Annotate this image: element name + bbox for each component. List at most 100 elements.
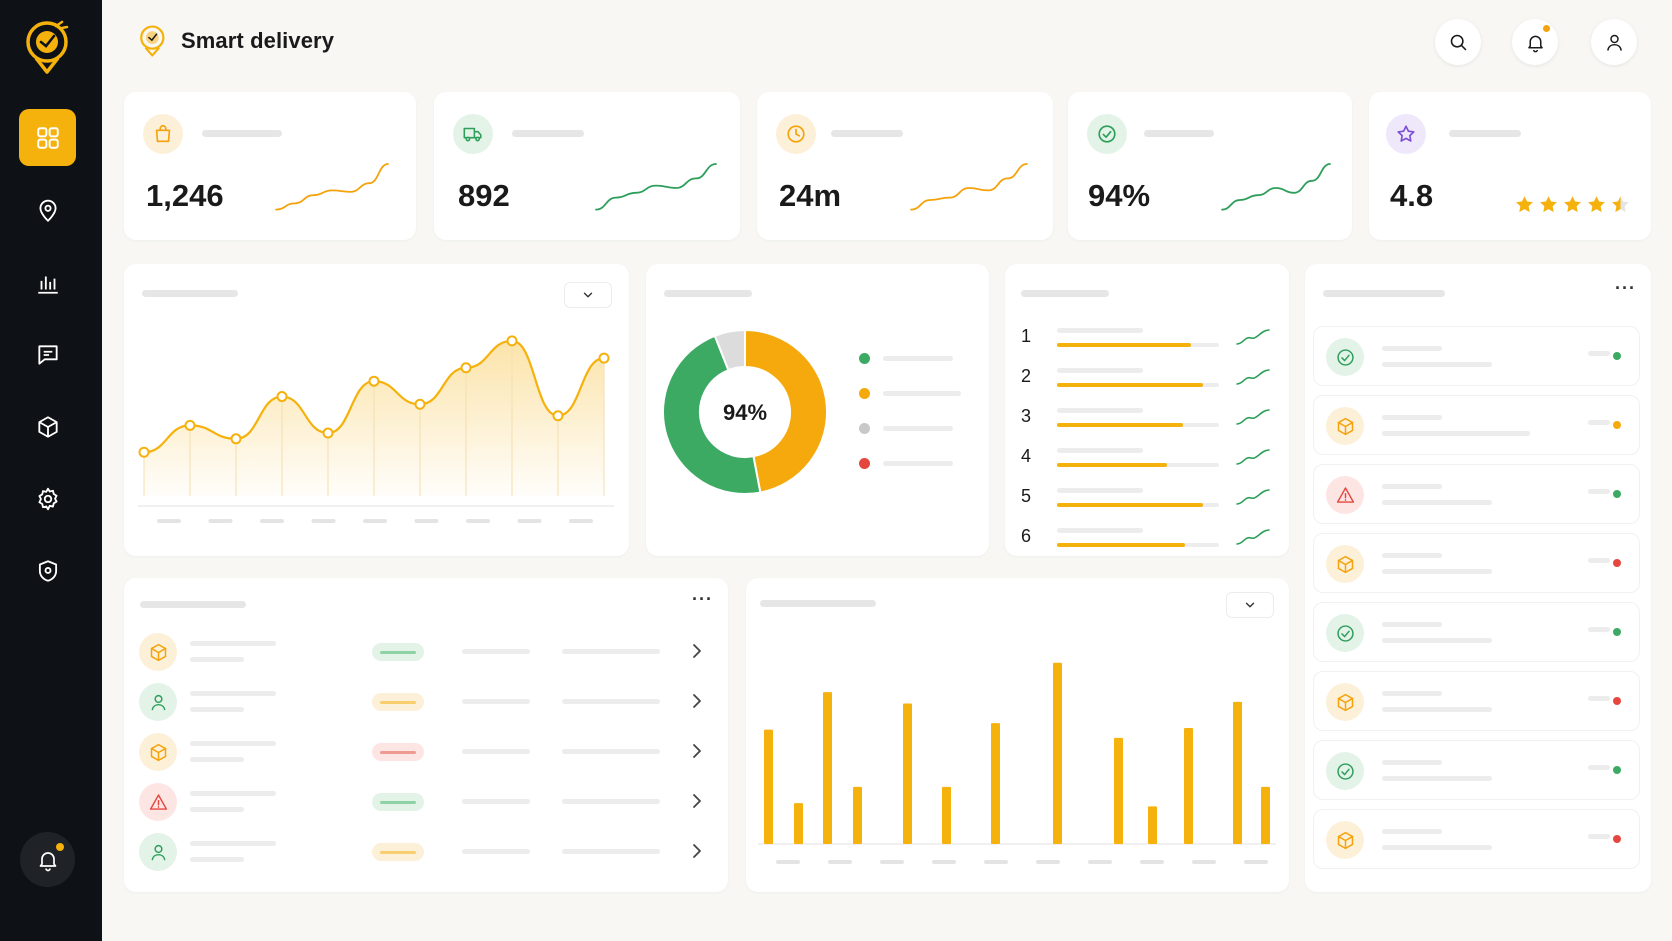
activity-item[interactable]: [1313, 533, 1640, 593]
donut-chart: 94%: [662, 328, 828, 495]
stat-label-placeholder: [831, 130, 903, 137]
orders-list-card: ···: [124, 578, 728, 892]
list-item[interactable]: [124, 830, 728, 874]
period-dropdown[interactable]: [564, 282, 612, 308]
activity-item[interactable]: [1313, 602, 1640, 662]
activity-item[interactable]: [1313, 464, 1640, 524]
bell-icon: [1527, 35, 1543, 52]
list-item[interactable]: [124, 630, 728, 674]
sidebar-item-analytics[interactable]: [19, 254, 76, 311]
bar: [1053, 662, 1062, 844]
x-tick-label-placeholder: [984, 860, 1008, 864]
ranking-row[interactable]: 3: [1005, 406, 1289, 444]
activity-item[interactable]: [1313, 809, 1640, 869]
search-button[interactable]: [1435, 19, 1481, 65]
data-point: [552, 410, 564, 422]
status-dot: [1613, 559, 1621, 567]
item-value-placeholder: [462, 749, 530, 754]
chevron-right-icon[interactable]: [690, 693, 704, 709]
ranking-label-placeholder: [1057, 528, 1143, 533]
sidebar-item-messages[interactable]: [19, 326, 76, 383]
ranking-label-placeholder: [1057, 448, 1143, 453]
sidebar-item-locations[interactable]: [19, 182, 76, 239]
x-tick-label-placeholder: [828, 860, 852, 864]
item-title-placeholder: [190, 791, 276, 796]
chevron-right-icon[interactable]: [690, 843, 704, 859]
activity-title-placeholder: [1382, 760, 1442, 765]
sidebar-item-settings[interactable]: [19, 470, 76, 527]
stat-card-avg-time[interactable]: 24m: [757, 92, 1053, 240]
shield-icon: [38, 559, 57, 582]
brand: Smart delivery: [137, 22, 334, 60]
activity-desc-placeholder: [1382, 362, 1492, 367]
chevron-right-icon[interactable]: [690, 743, 704, 759]
ranking-card: 1 2 3 4: [1005, 264, 1289, 556]
data-point: [460, 362, 472, 374]
ranking-row[interactable]: 5: [1005, 486, 1289, 524]
trend-sparkline: [1236, 529, 1270, 545]
notifications-button[interactable]: [1512, 19, 1558, 65]
rank-number: 6: [1021, 526, 1032, 546]
list-item[interactable]: [124, 680, 728, 724]
sidebar-item-dashboard[interactable]: [19, 109, 76, 166]
trend-sparkline: [910, 163, 1028, 211]
package-icon: [1326, 407, 1364, 445]
donut-slice: [744, 328, 828, 494]
stat-card-orders[interactable]: 1,246: [124, 92, 416, 240]
activity-item[interactable]: [1313, 740, 1640, 800]
status-badge: [372, 643, 424, 661]
star-icon: [1386, 114, 1426, 154]
profile-button[interactable]: [1591, 19, 1637, 65]
sidebar-item-packages[interactable]: [19, 398, 76, 455]
activity-desc-placeholder: [1382, 776, 1492, 781]
legend-label-placeholder: [883, 356, 953, 361]
activity-title-placeholder: [1382, 484, 1442, 489]
ranking-row[interactable]: 4: [1005, 446, 1289, 484]
bell-icon: [39, 851, 56, 871]
stat-card-success-rate[interactable]: 94%: [1068, 92, 1352, 240]
stat-card-deliveries[interactable]: 892: [434, 92, 740, 240]
chevron-right-icon[interactable]: [690, 643, 704, 659]
sidebar-item-security[interactable]: [19, 542, 76, 599]
package-icon: [37, 415, 58, 438]
shopping-bag-icon: [143, 114, 183, 154]
rank-number: 5: [1021, 486, 1032, 506]
x-tick-label-placeholder: [208, 519, 233, 523]
ranking-row[interactable]: 1: [1005, 326, 1289, 364]
status-badge: [372, 843, 424, 861]
ranking-label-placeholder: [1057, 408, 1143, 413]
more-options-button[interactable]: ···: [1615, 278, 1636, 298]
activity-item[interactable]: [1313, 671, 1640, 731]
activity-item[interactable]: [1313, 326, 1640, 386]
list-item[interactable]: [124, 780, 728, 824]
progress-track: [1057, 543, 1219, 547]
stat-card-rating[interactable]: 4.8: [1369, 92, 1651, 240]
sidebar-notifications-button[interactable]: [20, 832, 75, 887]
package-icon: [1326, 821, 1364, 859]
trend-sparkline: [1236, 329, 1270, 345]
sparkline-path: [595, 163, 717, 211]
activity-time-placeholder: [1588, 834, 1610, 839]
status-dot: [1613, 628, 1621, 636]
more-options-button[interactable]: ···: [692, 589, 713, 609]
rank-number: 3: [1021, 406, 1032, 426]
item-date-placeholder: [562, 749, 660, 754]
status-dot: [1613, 697, 1621, 705]
ranking-row[interactable]: 2: [1005, 366, 1289, 404]
period-dropdown[interactable]: [1226, 592, 1274, 618]
ranking-label-placeholder: [1057, 328, 1143, 333]
bar: [903, 703, 912, 844]
package-icon: [139, 633, 177, 671]
activity-item[interactable]: [1313, 395, 1640, 455]
check-circle-icon: [1087, 114, 1127, 154]
user-icon: [1606, 34, 1622, 51]
chevron-right-icon[interactable]: [690, 793, 704, 809]
logo-icon: [140, 25, 165, 57]
ranking-row[interactable]: 6: [1005, 526, 1289, 564]
list-item[interactable]: [124, 730, 728, 774]
page-title: Smart delivery: [181, 28, 335, 53]
stat-value: 1,246: [146, 178, 224, 213]
star-icon: [1564, 196, 1581, 212]
status-dot: [1613, 766, 1621, 774]
x-tick-label-placeholder: [311, 519, 336, 523]
